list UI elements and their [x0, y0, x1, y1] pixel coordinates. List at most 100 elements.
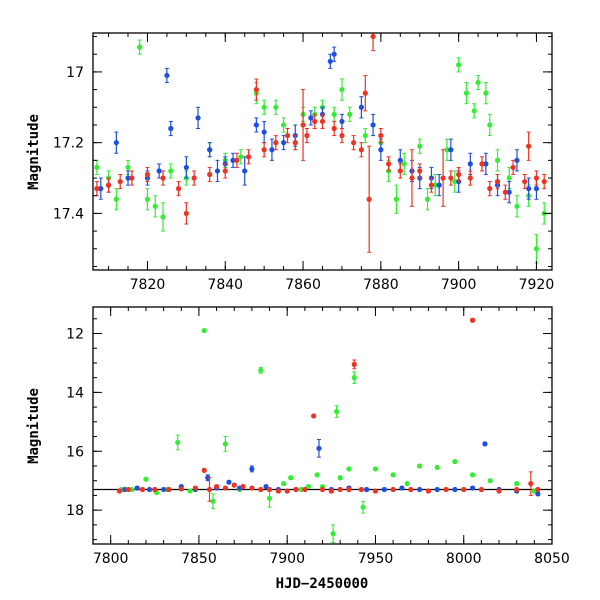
point-marker	[281, 481, 287, 487]
y-tick-label: 14	[66, 385, 84, 401]
data-point	[319, 486, 326, 493]
data-point	[424, 188, 431, 211]
point-marker	[502, 189, 508, 195]
point-marker	[366, 196, 372, 202]
point-marker	[214, 168, 221, 174]
point-marker	[263, 483, 269, 490]
data-point	[117, 173, 123, 190]
point-marker	[302, 486, 308, 493]
data-point	[456, 57, 462, 73]
point-marker	[436, 182, 442, 188]
data-point	[351, 371, 357, 385]
data-point	[358, 486, 364, 493]
data-point	[288, 475, 294, 481]
data-point	[105, 177, 112, 193]
point-marker	[192, 485, 198, 491]
point-marker	[201, 467, 207, 473]
data-point	[152, 195, 158, 218]
data-point	[482, 441, 488, 447]
point-marker	[304, 132, 310, 139]
data-point	[331, 46, 337, 62]
point-marker	[428, 182, 435, 188]
point-marker	[434, 464, 440, 471]
point-marker	[483, 90, 489, 96]
data-point	[168, 163, 174, 179]
data-point	[436, 173, 442, 197]
point-marker	[261, 104, 267, 110]
x-tick-label: 7920	[519, 277, 555, 293]
point-marker	[475, 79, 481, 86]
point-marker	[125, 164, 131, 171]
point-marker	[139, 486, 146, 493]
data-point	[327, 53, 333, 69]
point-marker	[469, 485, 476, 491]
data-point	[533, 170, 540, 186]
point-marker	[117, 178, 123, 185]
point-marker	[143, 476, 149, 482]
data-point	[160, 202, 166, 232]
point-marker	[346, 466, 352, 472]
data-point	[494, 149, 501, 172]
point-marker	[113, 196, 119, 202]
point-marker	[231, 482, 237, 488]
point-marker	[178, 486, 184, 492]
point-marker	[522, 178, 528, 185]
point-marker	[432, 182, 438, 188]
data-point	[471, 103, 477, 119]
data-point	[522, 173, 528, 190]
data-point	[370, 32, 376, 52]
point-marker	[234, 157, 240, 163]
data-point	[261, 142, 267, 158]
data-point	[240, 483, 246, 490]
point-marker	[452, 178, 458, 185]
data-point	[535, 491, 541, 497]
data-point	[456, 166, 462, 183]
data-point	[113, 131, 119, 154]
point-marker	[346, 486, 352, 493]
data-point	[483, 82, 489, 105]
point-marker	[378, 132, 384, 139]
point-marker	[331, 111, 337, 117]
data-point	[183, 156, 189, 179]
data-point	[417, 138, 423, 154]
point-marker	[533, 175, 540, 181]
data-point	[528, 471, 534, 496]
y-tick-label: 12	[66, 326, 84, 342]
data-point	[222, 485, 229, 491]
point-marker	[300, 122, 306, 128]
point-marker	[535, 486, 541, 493]
x-tick-label: 7860	[285, 277, 321, 293]
point-marker	[249, 485, 255, 491]
data-point	[443, 486, 449, 493]
data-point	[452, 458, 458, 465]
data-point	[514, 486, 520, 493]
point-marker	[273, 104, 279, 110]
point-marker	[528, 481, 534, 487]
point-marker	[467, 161, 473, 167]
x-tick-label: 8050	[534, 551, 570, 567]
x-tick-label: 7950	[358, 551, 394, 567]
data-point	[266, 489, 273, 508]
data-point	[479, 156, 485, 172]
point-marker	[166, 486, 172, 493]
point-marker	[168, 125, 174, 132]
data-point	[113, 188, 119, 211]
point-marker	[533, 186, 540, 192]
point-marker	[319, 486, 326, 493]
point-marker	[452, 486, 458, 493]
point-marker	[129, 175, 135, 181]
data-point	[328, 488, 334, 494]
data-point	[514, 149, 520, 172]
point-marker	[164, 72, 170, 79]
point-marker	[230, 157, 236, 163]
point-marker	[292, 140, 298, 146]
data-point	[231, 482, 237, 488]
data-point	[226, 479, 232, 485]
bottom-panel: 7800 7850 7900 7950 8000 8050 12 14 16 18 Magnitu…	[26, 306, 570, 592]
data-point	[263, 483, 269, 490]
point-marker	[98, 186, 104, 192]
data-point	[302, 486, 308, 493]
data-point	[139, 486, 146, 493]
point-marker	[125, 175, 131, 181]
point-marker	[378, 147, 384, 153]
